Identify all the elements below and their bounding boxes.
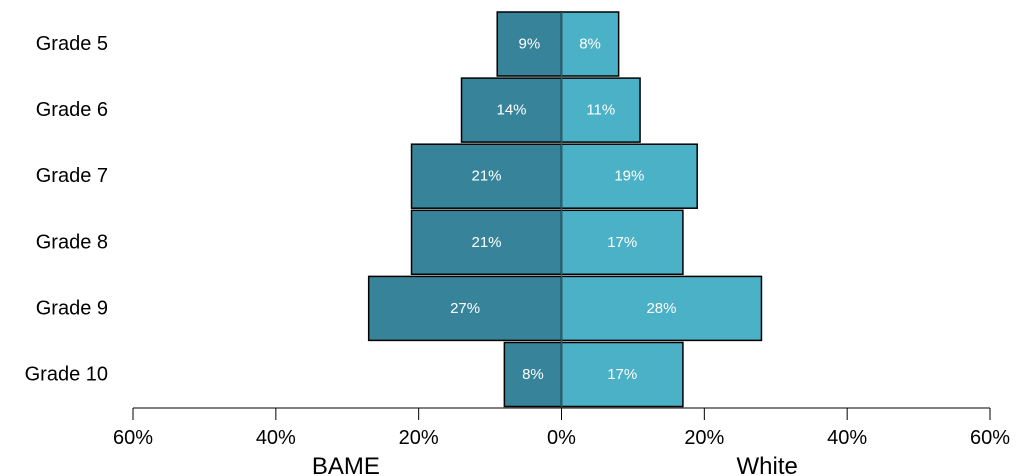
bars-group bbox=[367, 11, 763, 408]
bar-white bbox=[560, 341, 684, 408]
data-label: 17% bbox=[607, 234, 637, 251]
x-tick-label: 60% bbox=[113, 427, 153, 449]
labels-group: Grade 5 9% 8% Grade 6 14% 11% Grade 7 21% 19% Gra… bbox=[25, 33, 677, 386]
bar-white bbox=[560, 77, 641, 143]
category-label: Grade 7 bbox=[36, 165, 108, 187]
x-axis: 60% 40% 20% 0% 20% 40% 60% BAME White bbox=[113, 407, 1010, 476]
data-label: 28% bbox=[646, 300, 676, 317]
data-label: 19% bbox=[614, 168, 644, 185]
data-label: 21% bbox=[471, 168, 501, 185]
bar-bame bbox=[496, 11, 563, 77]
bar-white bbox=[560, 11, 620, 77]
category-label: Grade 5 bbox=[36, 33, 108, 55]
x-tick-label: 20% bbox=[684, 427, 724, 449]
bar-bame bbox=[460, 77, 563, 143]
data-label: 11% bbox=[586, 102, 615, 119]
bar-bame bbox=[367, 275, 563, 342]
data-label: 14% bbox=[496, 102, 526, 119]
x-tick-label: 60% bbox=[970, 427, 1010, 449]
category-label: Grade 8 bbox=[36, 231, 108, 253]
series-label-white: White bbox=[736, 453, 797, 476]
category-label: Grade 9 bbox=[36, 297, 108, 319]
x-tick-label: 0% bbox=[547, 427, 576, 449]
bar-white bbox=[560, 275, 763, 342]
data-label: 17% bbox=[607, 366, 637, 383]
data-label: 27% bbox=[450, 300, 480, 317]
bar-bame bbox=[410, 143, 563, 209]
category-label: Grade 6 bbox=[36, 99, 108, 121]
data-label: 21% bbox=[471, 234, 501, 251]
series-label-bame: BAME bbox=[312, 453, 380, 476]
x-tick-label: 40% bbox=[827, 427, 867, 449]
x-tick-label: 40% bbox=[256, 427, 296, 449]
x-tick-label: 20% bbox=[399, 427, 439, 449]
data-label: 9% bbox=[519, 36, 541, 53]
bar-bame bbox=[410, 209, 563, 276]
data-label: 8% bbox=[522, 366, 544, 383]
category-label: Grade 10 bbox=[25, 364, 108, 386]
data-label: 8% bbox=[579, 36, 601, 53]
